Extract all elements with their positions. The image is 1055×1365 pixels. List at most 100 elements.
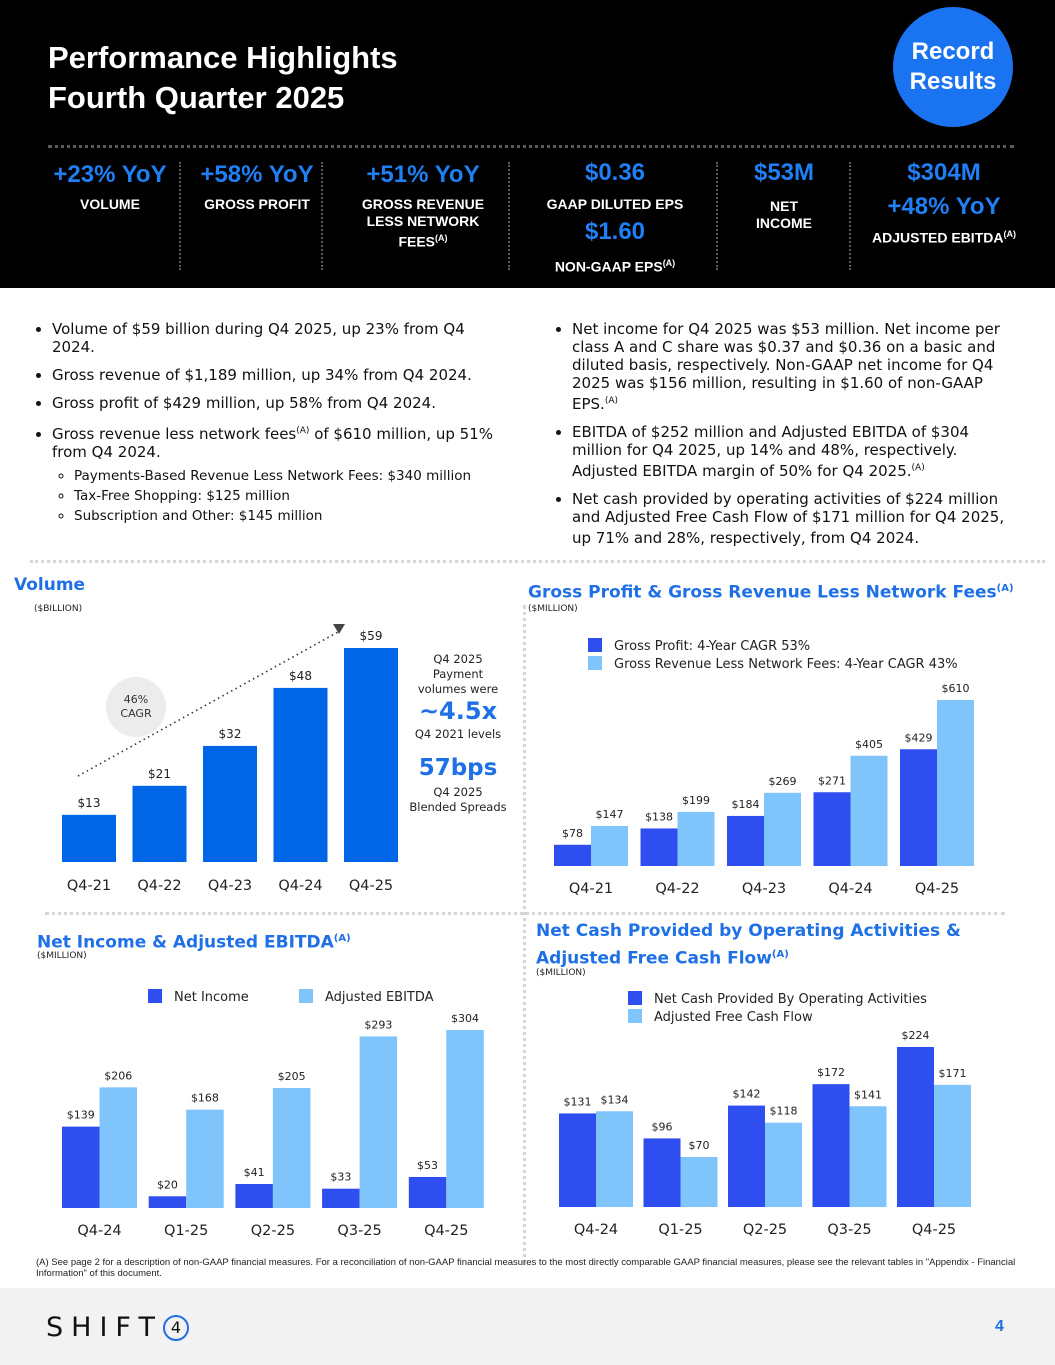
x-tick-label: Q4-24 <box>77 1223 121 1239</box>
bar-value-label: $138 <box>645 810 673 823</box>
kpi-separator <box>508 162 510 270</box>
bullets-right: Net income for Q4 2025 was $53 million. … <box>550 320 1020 557</box>
bar-value-label: $53 <box>417 1159 438 1172</box>
bar-value-label: $293 <box>364 1018 392 1031</box>
kpi-label: GROSS REVENUE LESS NETWORK FEES(A) <box>361 196 485 250</box>
legend-swatch <box>588 656 602 670</box>
kpi-value: +23% YoY <box>53 161 167 188</box>
bar-value-label: $269 <box>769 775 797 788</box>
series-2-bar <box>765 1122 802 1207</box>
kpi-label-gaap-eps: GAAP DILUTED EPS <box>546 196 684 212</box>
series-2-bar <box>596 1111 633 1207</box>
series-2-bar <box>272 1087 311 1208</box>
series-1-bar <box>897 1047 934 1207</box>
series-2-bar <box>849 1106 887 1207</box>
kpi-gross-revenue-less-fees: +51% YoY GROSS REVENUE LESS NETWORK FEES(A… <box>340 160 506 251</box>
legend-swatch <box>588 638 602 652</box>
volume-bar <box>273 687 328 862</box>
legend-swatch <box>298 989 313 1003</box>
kpi-value: +58% YoY <box>200 161 314 188</box>
bar-value-label: $96 <box>652 1120 673 1133</box>
volume-bar <box>203 745 257 862</box>
kpi-value-gaap-eps: $0.36 <box>584 159 646 186</box>
sub-bullet-item: Subscription and Other: $145 million <box>74 507 510 525</box>
gross-profit-chart: $78 $147 Q4-21 $138 $199 Q4-22 $184 $269 Q4-23 $2… <box>554 682 974 897</box>
bar-value-label: $271 <box>818 774 846 787</box>
legend-item: Gross Revenue Less Network Fees: 4-Year … <box>588 656 958 674</box>
x-tick-label: Q3-25 <box>337 1223 381 1239</box>
bar-value-label: $206 <box>104 1069 132 1082</box>
legend-swatch <box>628 991 642 1005</box>
legend-item: Net Income <box>148 989 249 1005</box>
bullet-item: Gross profit of $429 million, up 58% fro… <box>52 394 510 412</box>
series-1-bar <box>559 1113 596 1207</box>
kpi-adjusted-ebitda: $304M +48% YoY ADJUSTED EBITDA(A) <box>858 158 1030 247</box>
series-2-bar <box>937 700 974 866</box>
series-1-bar <box>322 1188 360 1208</box>
blended-spread: 57bps <box>418 755 498 781</box>
series-1-bar <box>148 1196 187 1208</box>
header-divider <box>48 145 1014 148</box>
kpi-net-income: $53M NET INCOME <box>730 158 838 232</box>
legend-item: Net Cash Provided By Operating Activitie… <box>628 991 927 1009</box>
x-tick-label: Q4-22 <box>655 881 699 897</box>
x-tick-label: Q4-24 <box>828 881 872 897</box>
logo-circle-four: 4 <box>162 1315 189 1341</box>
section-divider <box>30 560 1045 563</box>
kpi-value: $53M <box>753 159 815 186</box>
bullet-item: Volume of $59 billion during Q4 2025, up… <box>52 320 510 356</box>
x-tick-label: Q4-24 <box>574 1222 618 1238</box>
volume-multiple: ~4.5x <box>418 697 498 725</box>
kpi-label: NET INCOME <box>756 198 812 231</box>
volume-bar <box>132 785 187 862</box>
bar-value-label: $70 <box>689 1139 710 1152</box>
x-tick-label: Q4-25 <box>915 881 959 897</box>
footnote: (A) See page 2 for a description of non-… <box>36 1257 1016 1279</box>
legend-swatch <box>148 989 162 1003</box>
kpi-label: GROSS PROFIT <box>204 196 310 212</box>
series-1-bar <box>812 1084 850 1207</box>
x-tick-label: Q1-25 <box>658 1222 702 1238</box>
series-2-bar <box>764 792 801 866</box>
bar-value-label: $184 <box>732 798 760 811</box>
series-1-bar <box>235 1183 273 1208</box>
bullet-item: Gross revenue of $1,189 million, up 34% … <box>52 366 510 384</box>
sub-bullet-item: Tax-Free Shopping: $125 million <box>74 487 510 505</box>
volume-bar <box>344 648 398 862</box>
bar-value-label: $171 <box>939 1067 967 1080</box>
series-2-bar <box>446 1030 484 1208</box>
series-2-bar <box>850 755 888 866</box>
bar-value-label: $304 <box>451 1012 479 1025</box>
x-tick-label: Q4-25 <box>424 1223 468 1239</box>
record-results-badge: Record Results <box>893 7 1013 127</box>
series-1-bar <box>813 792 851 866</box>
series-1-bar <box>728 1105 765 1207</box>
gross-profit-legend: Gross Profit: 4-Year CAGR 53% Gross Reve… <box>588 638 958 674</box>
series-1-bar <box>408 1176 447 1208</box>
kpi-separator <box>179 162 181 270</box>
bar-value-label: $20 <box>157 1178 178 1191</box>
volume-bar <box>62 814 116 862</box>
bar-value-label: $32 <box>219 727 242 741</box>
gross-profit-chart-unit: ($MILLION) <box>528 604 578 614</box>
shift4-logo: SHIFT 4 <box>46 1312 189 1343</box>
kpi-label-non-gaap-eps: NON-GAAP EPS(A) <box>554 258 676 275</box>
kpi-label: VOLUME <box>80 196 140 212</box>
bar-value-label: $199 <box>682 794 710 807</box>
series-1-bar <box>900 749 937 866</box>
kpi-value-non-gaap-eps: $1.60 <box>584 218 646 245</box>
bar-value-label: $224 <box>902 1029 930 1042</box>
net-income-chart-unit: ($MILLION) <box>37 951 87 961</box>
series-1-bar <box>62 1126 100 1208</box>
x-tick-label: Q4-23 <box>742 881 786 897</box>
x-tick-label: Q4-24 <box>278 878 322 894</box>
column-divider <box>523 605 526 1265</box>
kpi-volume: +23% YoY VOLUME <box>46 160 174 213</box>
bar-value-label: $142 <box>733 1088 761 1101</box>
bullets-left: Volume of $59 billion during Q4 2025, up… <box>30 320 510 527</box>
series-2-bar <box>186 1109 224 1208</box>
volume-side-note: Q4 2025 Payment volumes were ~4.5x Q4 20… <box>404 652 512 815</box>
bar-value-label: $147 <box>596 808 624 821</box>
kpi-gross-profit: +58% YoY GROSS PROFIT <box>194 160 320 213</box>
series-1-bar <box>727 815 764 866</box>
